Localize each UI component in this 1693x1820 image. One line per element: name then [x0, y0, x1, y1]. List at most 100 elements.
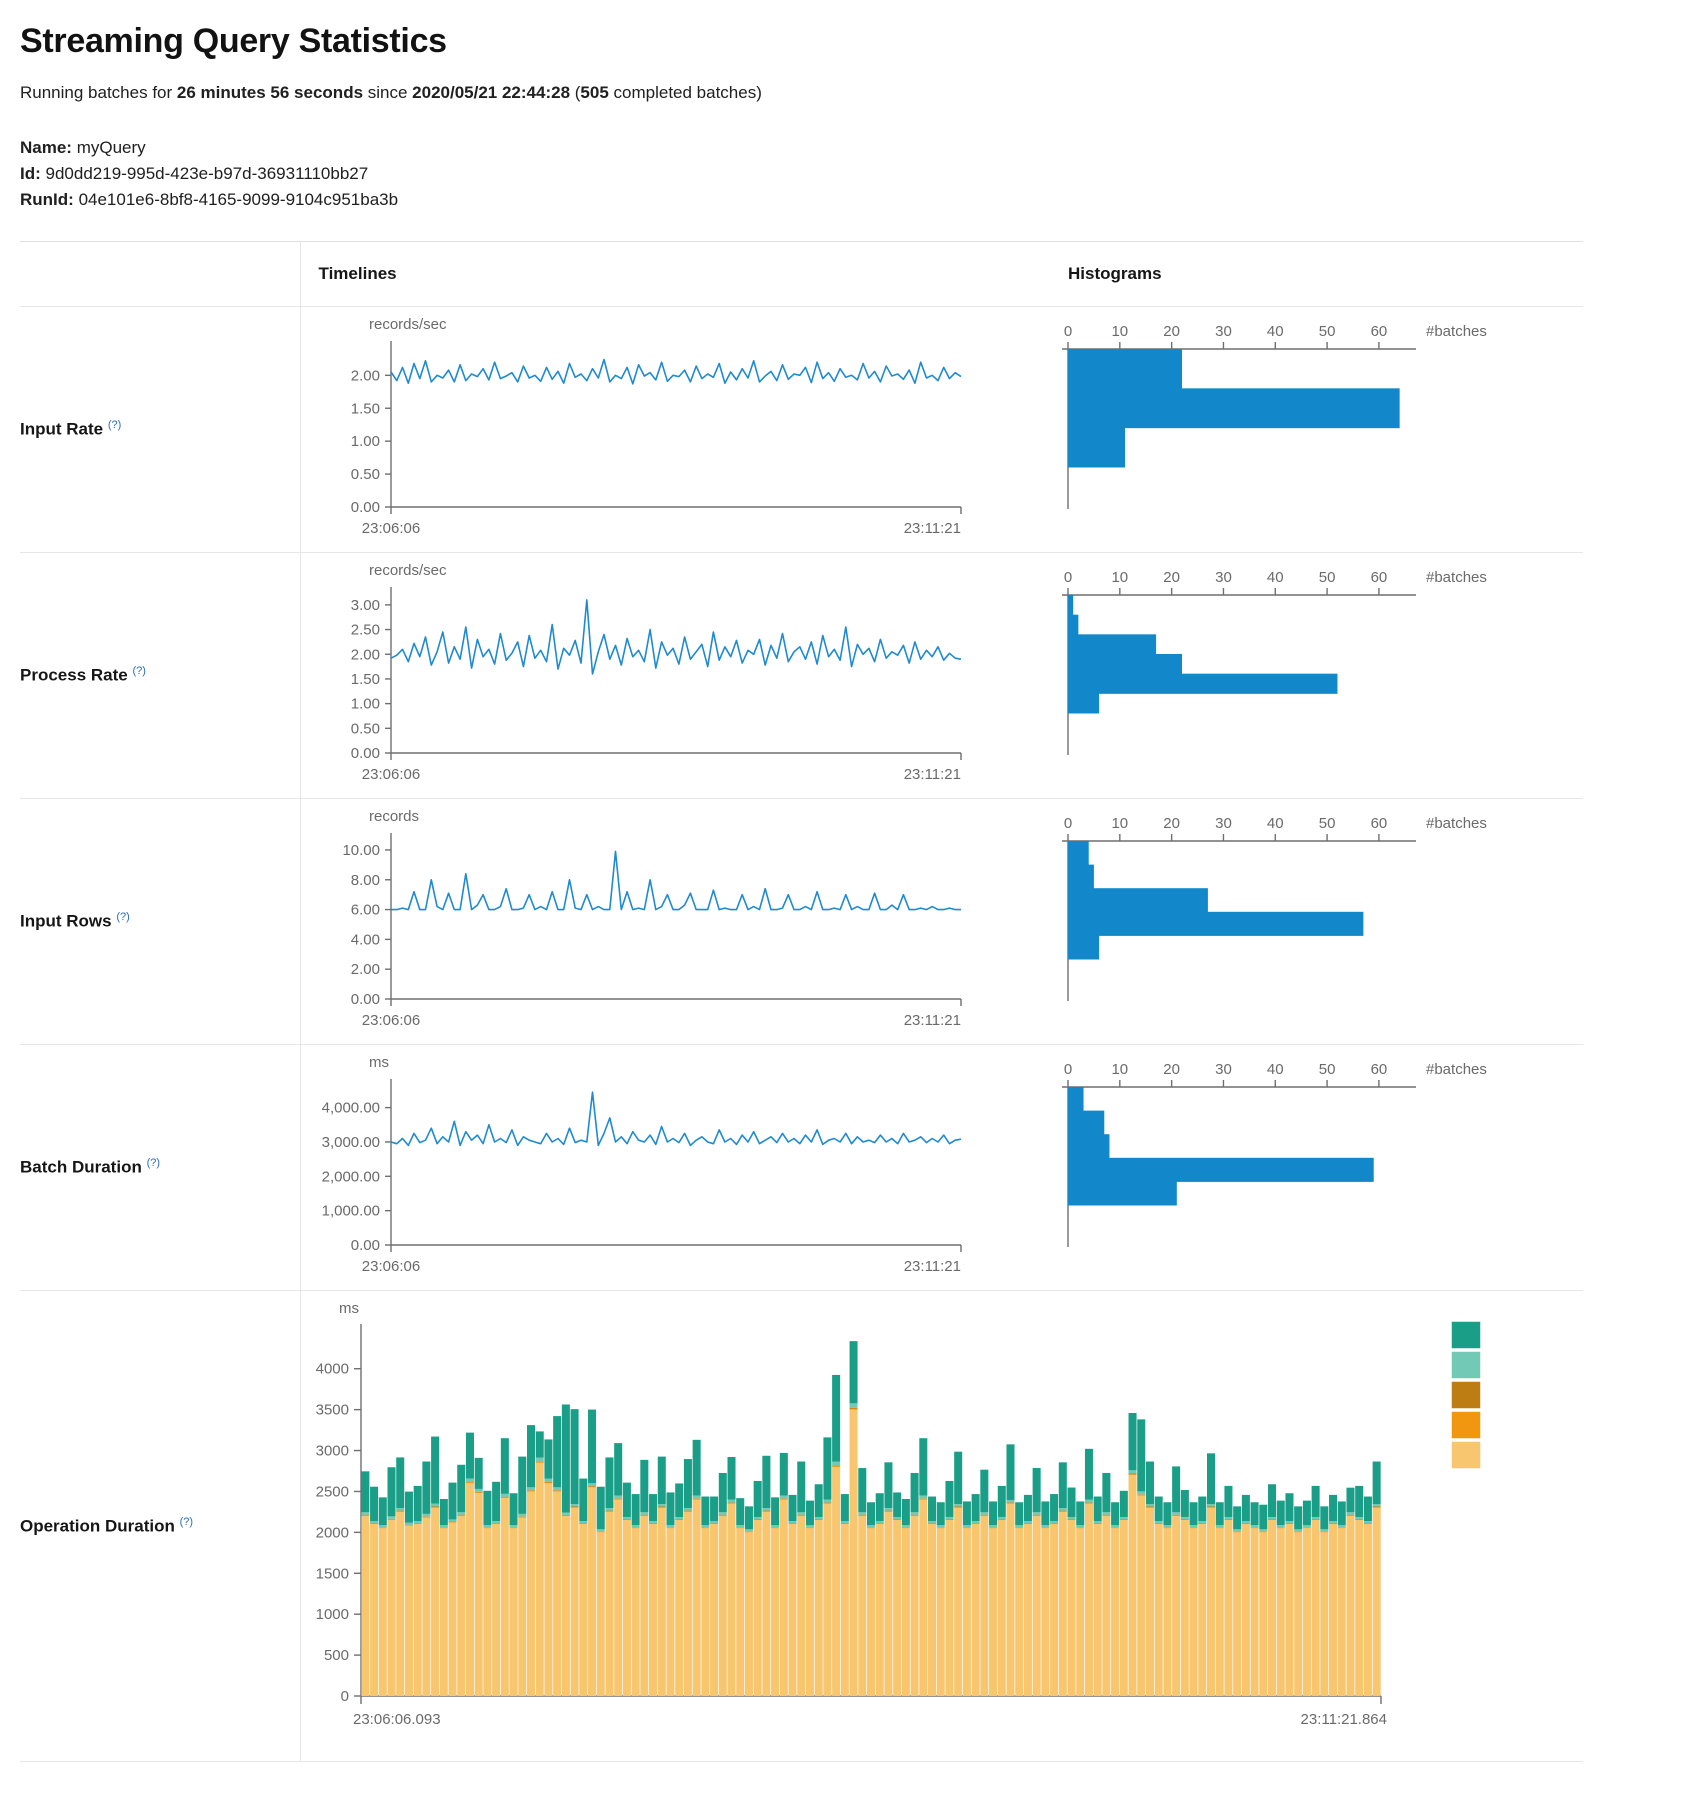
stacked-bar-segment: [1058, 1511, 1067, 1512]
help-icon[interactable]: (?): [146, 1157, 161, 1170]
stacked-bar-segment: [1372, 1507, 1381, 1508]
stacked-bar-segment: [1284, 1523, 1293, 1525]
histogram-bar: [1068, 911, 1364, 936]
operation-duration-chart-cell: ms 4000 3500 3000 2500 2000 1500 1000 500 0 23:06:…: [300, 1290, 1583, 1762]
query-runid-key: RunId:: [20, 190, 74, 209]
stacked-bar-segment: [1337, 1528, 1346, 1696]
stacked-bar-segment: [1171, 1512, 1180, 1515]
y-tick-label: 8.00: [350, 872, 379, 889]
stacked-bar-segment: [1258, 1504, 1267, 1530]
stacked-bar-segment: [648, 1494, 657, 1522]
timeline-unit-label: records/sec: [369, 562, 447, 579]
help-icon[interactable]: (?): [116, 911, 130, 924]
stacked-bar-segment: [1232, 1506, 1241, 1530]
stacked-bar-segment: [1328, 1494, 1337, 1522]
stacked-bar-segment: [1014, 1528, 1023, 1696]
stacked-bar-segment: [857, 1516, 866, 1696]
timeline-unit-label: ms: [369, 1054, 389, 1071]
histogram-bar: [1068, 1087, 1084, 1112]
stacked-bar-segment: [1232, 1532, 1241, 1696]
y-tick-label: 0.50: [350, 720, 379, 737]
since-timestamp: 2020/05/21 22:44:28: [412, 83, 571, 102]
stacked-bar-segment: [744, 1532, 753, 1696]
stacked-bar-segment: [439, 1527, 448, 1529]
y-tick-label: 1.50: [350, 671, 379, 688]
stacked-bar-segment: [404, 1491, 413, 1523]
stacked-bar-segment: [1084, 1502, 1093, 1504]
stacked-bar-segment: [883, 1462, 892, 1509]
stacked-bar-segment: [596, 1529, 605, 1532]
stacked-bar-segment: [1101, 1472, 1110, 1513]
stacked-bar-segment: [735, 1527, 744, 1529]
legend-swatch[interactable]: [1449, 1440, 1482, 1470]
stacked-bar-segment: [727, 1457, 736, 1500]
histogram-unit-label: #batches: [1426, 569, 1487, 586]
stacked-bar-segment: [360, 1471, 369, 1513]
help-icon[interactable]: (?): [132, 665, 146, 678]
stacked-bar-segment: [796, 1515, 805, 1516]
stacked-bar-segment: [421, 1513, 430, 1517]
running-duration: 26 minutes 56 seconds: [176, 83, 364, 102]
histogram-x-tick-label: 30: [1215, 323, 1232, 340]
histogram-x-tick-label: 0: [1064, 569, 1072, 586]
stacked-bar-segment: [570, 1507, 579, 1696]
stacked-bar-segment: [892, 1520, 901, 1696]
stacked-bar-segment: [1128, 1473, 1137, 1475]
stacked-bar-segment: [448, 1522, 457, 1696]
stacked-bar-segment: [1328, 1524, 1337, 1696]
metric-label-cell: Input Rows (?): [20, 798, 301, 1045]
table-row: Process Rate (?) records/sec 3.00 2.50 2.00 1…: [20, 552, 1583, 799]
stacked-bar-segment: [735, 1525, 744, 1528]
histogram-x-tick-label: 60: [1371, 1061, 1388, 1078]
stacked-bar-segment: [631, 1528, 640, 1696]
help-icon[interactable]: (?): [179, 1515, 194, 1528]
stacked-bar-segment: [657, 1456, 666, 1505]
batches-open-paren: (: [570, 83, 581, 102]
stacked-bar-segment: [674, 1483, 683, 1517]
stacked-bar-segment: [1250, 1527, 1259, 1529]
stacked-bar-segment: [1276, 1525, 1285, 1528]
stacked-bar-segment: [404, 1522, 413, 1525]
stacked-bar-segment: [500, 1497, 509, 1498]
stacked-bar-segment: [1206, 1504, 1215, 1507]
operation-duration-chart: ms 4000 3500 3000 2500 2000 1500 1000 500 0 23:06:…: [315, 1300, 1482, 1728]
stacked-bar-segment: [421, 1461, 430, 1514]
stacked-bar-segment: [918, 1438, 927, 1496]
header-blank: [20, 241, 301, 307]
stacked-bar-segment: [788, 1524, 797, 1696]
stacked-bar-segment: [822, 1499, 831, 1503]
stacked-bar-segment: [761, 1511, 770, 1696]
stacked-bar-segment: [962, 1528, 971, 1696]
stacked-bar-segment: [1258, 1531, 1267, 1533]
histogram-cell: 0 10 20 30 40 50 60 #batches: [1050, 306, 1583, 553]
stacked-bar-segment: [1154, 1521, 1163, 1524]
stacked-bar-segment: [944, 1519, 953, 1521]
stacked-bar-segment: [631, 1525, 640, 1528]
stacked-bar-segment: [1311, 1519, 1320, 1521]
legend-swatch[interactable]: [1449, 1320, 1482, 1350]
stacked-bar-segment: [613, 1498, 622, 1500]
stacked-bar-segment: [430, 1436, 439, 1504]
histogram-unit-label: #batches: [1426, 323, 1487, 340]
y-tick-label: 4,000.00: [321, 1100, 379, 1117]
stacked-bar-segment: [1197, 1524, 1206, 1696]
legend-swatch[interactable]: [1449, 1350, 1482, 1380]
help-icon[interactable]: (?): [107, 419, 122, 432]
stacked-bar-segment: [1067, 1516, 1076, 1520]
legend-swatch[interactable]: [1449, 1410, 1482, 1440]
stacked-bar-segment: [1049, 1494, 1058, 1522]
stacked-bar-segment: [1110, 1527, 1119, 1529]
legend-swatch[interactable]: [1449, 1380, 1482, 1410]
histogram-bar: [1068, 1157, 1374, 1182]
stacked-bar-segment: [561, 1404, 570, 1513]
stacked-bar-segment: [927, 1524, 936, 1696]
stacked-bar-segment: [639, 1516, 648, 1696]
stacked-bar-segment: [543, 1478, 552, 1482]
stacked-bar-segment: [910, 1516, 919, 1696]
metric-label: Batch Duration: [20, 1157, 142, 1177]
histogram-x-tick-label: 30: [1215, 569, 1232, 586]
stacked-bar-segment: [1162, 1502, 1171, 1526]
stacked-bar-segment: [944, 1480, 953, 1517]
stacked-bar-segment: [1014, 1527, 1023, 1529]
histogram-x-tick-label: 40: [1267, 323, 1284, 340]
